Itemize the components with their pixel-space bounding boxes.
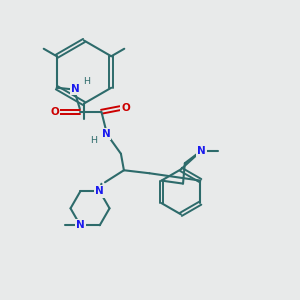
Text: H: H [90,136,97,145]
Text: H: H [83,77,90,86]
Text: N: N [76,220,85,230]
Text: O: O [50,107,59,117]
Text: N: N [95,187,104,196]
Text: N: N [197,146,206,156]
Text: O: O [121,103,130,113]
Text: N: N [71,84,80,94]
Text: N: N [101,129,110,139]
